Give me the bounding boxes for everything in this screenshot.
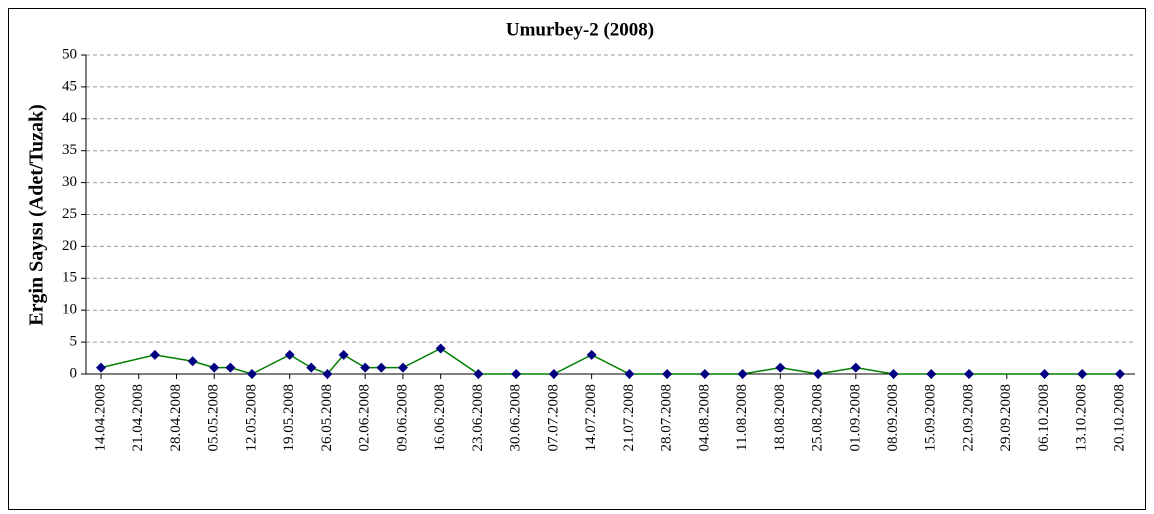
marker [662, 369, 673, 379]
chart-title: Umurbey-2 (2008) [506, 19, 654, 40]
x-tick-label: 25.08.2008 [810, 384, 826, 452]
marker [737, 369, 748, 379]
x-tick-label: 20.10.2008 [1111, 384, 1127, 452]
x-tick-label: 26.05.2008 [319, 384, 335, 452]
marker [1077, 369, 1088, 379]
y-tick-label: 30 [62, 174, 77, 190]
marker [306, 362, 317, 373]
y-tick-label: 45 [62, 78, 77, 94]
x-tick-label: 16.06.2008 [432, 384, 448, 452]
marker [813, 369, 824, 379]
x-tick-label: 11.08.2008 [734, 384, 750, 451]
x-tick-label: 29.09.2008 [998, 384, 1014, 452]
x-tick-label: 08.09.2008 [885, 384, 901, 452]
y-tick-label: 0 [70, 365, 78, 381]
x-tick-label: 22.09.2008 [960, 384, 976, 452]
x-tick-label: 04.08.2008 [696, 384, 712, 452]
marker [435, 343, 446, 354]
y-tick-label: 5 [70, 334, 78, 350]
marker [548, 369, 559, 379]
y-tick-label: 10 [62, 302, 77, 318]
x-tick-label: 21.04.2008 [130, 384, 146, 452]
marker [775, 362, 786, 373]
x-tick-label: 28.04.2008 [168, 384, 184, 452]
y-tick-label: 25 [62, 206, 77, 222]
x-tick-label: 09.06.2008 [394, 384, 410, 452]
x-tick-label: 28.07.2008 [659, 384, 675, 452]
marker [360, 362, 371, 373]
marker [397, 362, 408, 373]
marker [284, 349, 295, 360]
x-tick-label: 14.04.2008 [92, 384, 108, 452]
x-tick-label: 23.06.2008 [470, 384, 486, 452]
marker [322, 369, 333, 379]
x-tick-label: 02.06.2008 [357, 384, 373, 452]
x-tick-label: 13.10.2008 [1074, 384, 1090, 452]
x-tick-label: 07.07.2008 [545, 384, 561, 452]
x-tick-label: 21.07.2008 [621, 384, 637, 452]
chart-border [8, 8, 1146, 510]
marker [376, 362, 387, 373]
x-tick-label: 19.05.2008 [281, 384, 297, 452]
marker [964, 369, 975, 379]
x-tick-label: 12.05.2008 [243, 384, 259, 452]
marker [96, 362, 106, 373]
y-tick-label: 20 [62, 238, 77, 254]
x-tick-label: 18.08.2008 [772, 384, 788, 452]
marker [624, 369, 635, 379]
marker [888, 369, 899, 379]
x-tick-label: 30.06.2008 [508, 384, 524, 452]
marker [338, 349, 349, 360]
marker [246, 369, 257, 379]
y-tick-label: 50 [62, 46, 77, 62]
marker [209, 362, 220, 373]
x-tick-label: 01.09.2008 [847, 384, 863, 452]
marker [699, 369, 710, 379]
x-tick-label: 14.07.2008 [583, 384, 599, 452]
y-tick-label: 35 [62, 142, 77, 158]
marker [473, 369, 484, 379]
marker [850, 362, 861, 373]
marker [511, 369, 522, 379]
marker [1115, 369, 1125, 379]
x-tick-label: 05.05.2008 [206, 384, 222, 452]
y-tick-label: 40 [62, 110, 77, 126]
x-tick-label: 06.10.2008 [1036, 384, 1052, 452]
marker [1039, 369, 1050, 379]
marker [225, 362, 236, 373]
x-tick-label: 15.09.2008 [923, 384, 939, 452]
marker [586, 349, 597, 360]
marker [187, 356, 198, 367]
y-tick-label: 15 [62, 270, 77, 286]
marker [926, 369, 937, 379]
y-axis-label: Ergin Sayısı (Adet/Tuzak) [26, 104, 48, 326]
marker [149, 349, 160, 360]
